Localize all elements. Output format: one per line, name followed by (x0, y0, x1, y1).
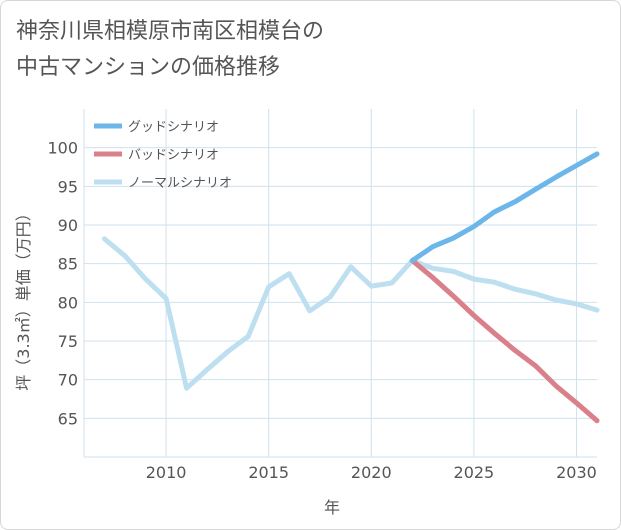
y-tick-label: 100 (47, 139, 78, 158)
x-tick-label: 2025 (454, 463, 495, 482)
legend-label-normal: ノーマルシナリオ (128, 176, 232, 191)
y-axis-label: 坪（3.3㎡）単価（万円） (14, 205, 33, 390)
x-tick-label: 2020 (351, 463, 392, 482)
chart-title-line-2: 中古マンションの価格推移 (16, 55, 281, 80)
x-tick-label: 2030 (556, 463, 597, 482)
chart-title: 神奈川県相模原市南区相模台の 中古マンションの価格推移 (16, 14, 324, 86)
chart-title-line-1: 神奈川県相模原市南区相模台の (16, 19, 325, 44)
axes: 65 70 75 80 85 90 95 100 2010 2015 2020 2025 2030 (47, 109, 597, 482)
y-tick-label: 70 (58, 371, 78, 390)
x-axis-label: 年 (324, 498, 340, 517)
series-line-good (409, 151, 600, 264)
y-tick-label: 65 (58, 409, 78, 428)
y-tick-label: 75 (58, 332, 78, 351)
x-tick-label: 2015 (248, 463, 289, 482)
y-tick-label: 85 (58, 255, 78, 274)
series-line-bad (409, 258, 600, 424)
legend-label-bad: バッドシナリオ (128, 148, 219, 163)
y-tick-label: 95 (58, 177, 78, 196)
x-tick-label: 2010 (146, 463, 187, 482)
y-tick-label: 80 (58, 293, 78, 312)
y-tick-label: 90 (58, 216, 78, 235)
series-lines (102, 151, 600, 424)
legend-label-good: グッドシナリオ (128, 120, 219, 135)
series-line-normal (102, 236, 600, 391)
